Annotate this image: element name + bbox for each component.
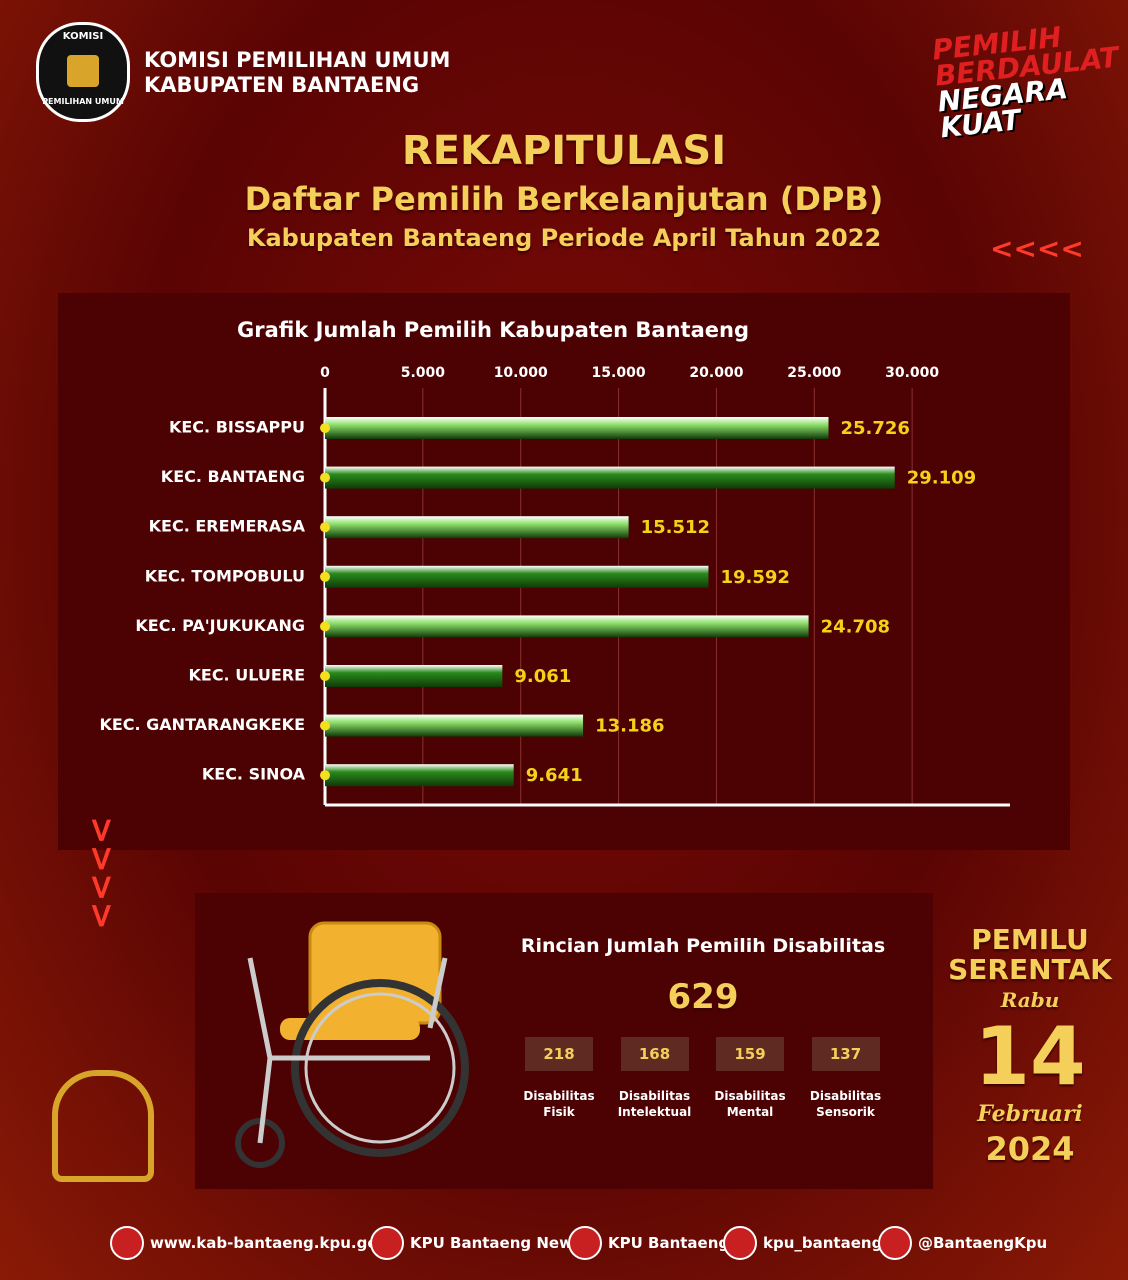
axis-dot <box>320 472 330 483</box>
disability-count: 168 <box>620 1037 689 1071</box>
bar <box>325 615 809 638</box>
x-tick-label: 20.000 <box>689 365 743 381</box>
x-tick-label: 5.000 <box>401 365 446 381</box>
y-tick-label: KEC. SINOA <box>202 765 306 784</box>
bar <box>325 714 584 737</box>
x-tick-label: 30.000 <box>885 365 939 381</box>
footer-text: kpu_bantaeng <box>763 1234 883 1252</box>
footer-text: @BantaengKpu <box>918 1234 1048 1252</box>
badge-date: 14 <box>974 1010 1086 1103</box>
disability-label: Disabilitas Sensorik <box>809 1089 882 1119</box>
chart: Grafik Jumlah Pemilih Kabupaten Bantaeng… <box>58 293 1070 850</box>
badge-year: 2024 <box>985 1130 1075 1168</box>
y-tick-label: KEC. BANTAENG <box>161 467 305 486</box>
disability-count: 218 <box>525 1037 593 1071</box>
disability-count: 159 <box>716 1037 784 1071</box>
bar <box>325 764 514 787</box>
title: REKAPITULASI <box>401 128 727 174</box>
footer-icon <box>568 1226 602 1260</box>
y-tick-label: KEC. EREMERASA <box>149 517 306 536</box>
org-line: KOMISI PEMILIHAN UMUM <box>144 48 451 72</box>
value-label: 19.592 <box>720 567 789 588</box>
axis-dot <box>320 423 330 433</box>
axis-dot <box>320 571 330 582</box>
logo: KOMISI PEMILIHAN UMUM <box>36 22 130 122</box>
bar <box>325 565 709 588</box>
x-tick-label: 10.000 <box>494 365 548 381</box>
footer-link: KPU Bantaeng News <box>370 1226 582 1260</box>
chart-title: Grafik Jumlah Pemilih Kabupaten Bantaeng <box>237 318 749 342</box>
footer-icon <box>878 1226 912 1260</box>
value-label: 9.061 <box>514 666 571 687</box>
arrows: <<<< <box>81 816 121 930</box>
logo-bottom: PEMILIHAN UMUM <box>42 97 124 106</box>
footer-icon <box>110 1226 144 1260</box>
footer-icon <box>370 1226 404 1260</box>
y-tick-label: KEC. PA'JUKUKANG <box>135 616 305 635</box>
disability-panel: Rincian Jumlah Pemilih Disabilitas 629 2… <box>195 893 933 1189</box>
bar <box>325 417 829 439</box>
slogan: PEMILIH BERDAULAT NEGARA KUAT <box>931 19 1125 144</box>
subtitle2: Kabupaten Bantaeng Periode April Tahun 2… <box>246 224 882 252</box>
axis-dot <box>320 671 330 681</box>
x-tick-label: 25.000 <box>787 365 841 381</box>
value-label: 24.708 <box>821 616 890 637</box>
axis-dot <box>320 770 330 781</box>
footer-link: @BantaengKpu <box>878 1226 1047 1260</box>
arrows: <<<< <box>990 232 1084 265</box>
value-label: 15.512 <box>641 517 710 538</box>
disability-title: Rincian Jumlah Pemilih Disabilitas <box>520 935 886 957</box>
badge-line: SERENTAK <box>948 953 1112 986</box>
bar <box>325 665 503 687</box>
logo-top: KOMISI <box>62 31 104 42</box>
bar <box>325 466 895 489</box>
y-tick-label: KEC. GANTARANGKEKE <box>99 715 305 734</box>
subtitle: Daftar Pemilih Berkelanjutan (DPB) <box>244 180 884 218</box>
axis-dot <box>320 621 330 632</box>
footer-text: KPU Bantaeng <box>608 1234 730 1252</box>
y-tick-label: KEC. BISSAPPU <box>169 418 305 437</box>
emblem <box>67 55 99 87</box>
footer-link: kpu_bantaeng <box>723 1226 882 1260</box>
disability-count: 137 <box>811 1037 880 1071</box>
disability-total: 629 <box>667 977 739 1017</box>
wheelchair <box>235 921 469 1168</box>
axis-dot <box>320 522 330 533</box>
org-line: KABUPATEN BANTAENG <box>144 73 420 97</box>
election-badge: PEMILU SERENTAK Rabu 14 Februari 2024 <box>945 925 1115 1169</box>
value-label: 29.109 <box>907 468 976 489</box>
value-label: 13.186 <box>595 716 664 737</box>
value-label: 9.641 <box>526 765 583 786</box>
badge-day: Rabu <box>1000 988 1060 1012</box>
x-tick-label: 15.000 <box>592 365 646 381</box>
x-tick-label: 0 <box>320 365 330 381</box>
axis-dot <box>320 720 330 731</box>
footer-text: KPU Bantaeng News <box>410 1234 582 1252</box>
disability-label: Disabilitas Mental <box>714 1089 786 1119</box>
disability-label: Disabilitas Fisik <box>523 1089 595 1119</box>
footer-link: www.kab-bantaeng.kpu.go.id <box>110 1226 399 1260</box>
badge-month: Februari <box>977 1101 1083 1127</box>
disability-label: Disabilitas Intelektual <box>617 1089 692 1119</box>
bar <box>325 516 629 539</box>
org-name: KOMISI PEMILIHAN UMUM KABUPATEN BANTAENG <box>144 48 450 98</box>
footer-icon <box>723 1226 757 1260</box>
perdana-logo <box>52 1070 154 1182</box>
footer-text: www.kab-bantaeng.kpu.go.id <box>150 1234 400 1252</box>
y-tick-label: KEC. ULUERE <box>188 666 305 685</box>
badge-line: PEMILU <box>971 923 1089 956</box>
value-label: 25.726 <box>840 418 909 439</box>
y-tick-label: KEC. TOMPOBULU <box>145 566 305 585</box>
footer-link: KPU Bantaeng <box>568 1226 729 1260</box>
